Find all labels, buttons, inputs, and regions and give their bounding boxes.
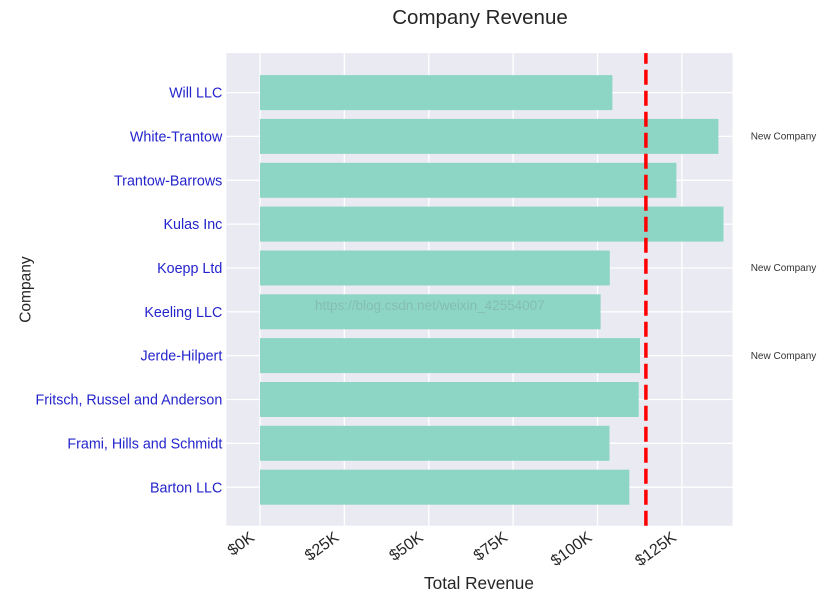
- svg-text:Koepp Ltd: Koepp Ltd: [157, 261, 222, 277]
- svg-text:White-Trantow: White-Trantow: [130, 130, 223, 146]
- svg-text:Company Revenue: Company Revenue: [392, 6, 568, 29]
- svg-text:New Company: New Company: [751, 351, 817, 362]
- svg-text:Keeling LLC: Keeling LLC: [144, 305, 222, 321]
- svg-text:Barton LLC: Barton LLC: [150, 480, 222, 496]
- svg-text:Kulas Inc: Kulas Inc: [163, 217, 222, 233]
- svg-text:https://blog.csdn.net/weixin_4: https://blog.csdn.net/weixin_42554007: [315, 298, 545, 313]
- svg-text:Will LLC: Will LLC: [169, 86, 222, 102]
- svg-text:Frami, Hills and Schmidt: Frami, Hills and Schmidt: [67, 436, 222, 452]
- svg-text:New Company: New Company: [751, 263, 817, 274]
- svg-text:Fritsch, Russel and Anderson: Fritsch, Russel and Anderson: [36, 393, 223, 409]
- svg-text:Company: Company: [18, 256, 35, 323]
- svg-text:Jerde-Hilpert: Jerde-Hilpert: [140, 349, 222, 365]
- svg-text:Trantow-Barrows: Trantow-Barrows: [114, 173, 222, 189]
- svg-text:Total Revenue: Total Revenue: [424, 573, 534, 593]
- svg-text:New Company: New Company: [751, 132, 817, 143]
